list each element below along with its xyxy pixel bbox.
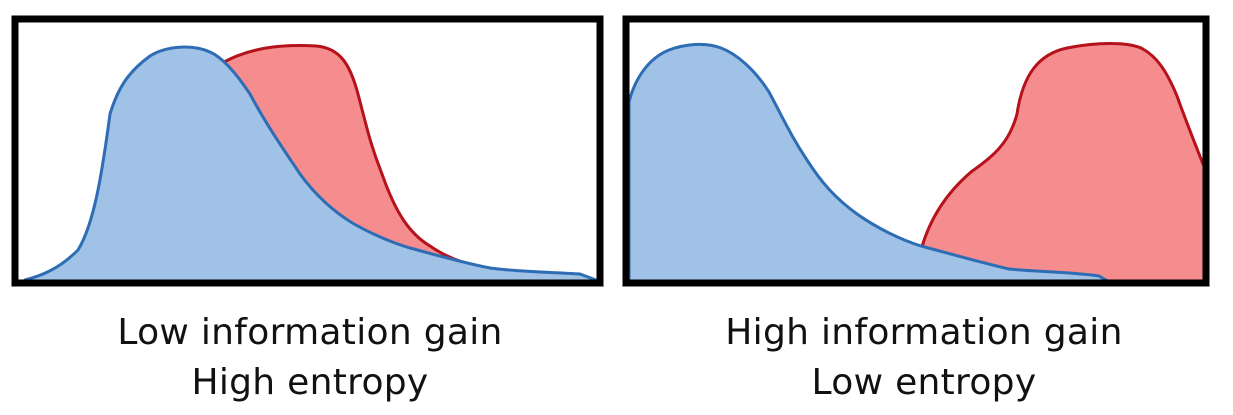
left-frame xyxy=(11,15,604,287)
panel-low-information-gain: Low information gain High entropy xyxy=(10,0,610,415)
overlapping-distributions-figure xyxy=(11,15,604,287)
right-frame xyxy=(622,15,1210,287)
blue-distribution-curve xyxy=(23,45,598,283)
panel-high-information-gain: High information gain Low entropy xyxy=(621,0,1221,415)
separated-distributions-figure xyxy=(622,15,1210,287)
caption-information-gain: Low information gain xyxy=(117,312,503,353)
caption-entropy: High entropy xyxy=(191,362,429,403)
blue-distribution-curve xyxy=(627,42,1113,283)
caption-entropy: Low entropy xyxy=(811,362,1037,403)
red-distribution-curve xyxy=(919,42,1206,283)
caption-information-gain: High information gain xyxy=(725,312,1123,353)
